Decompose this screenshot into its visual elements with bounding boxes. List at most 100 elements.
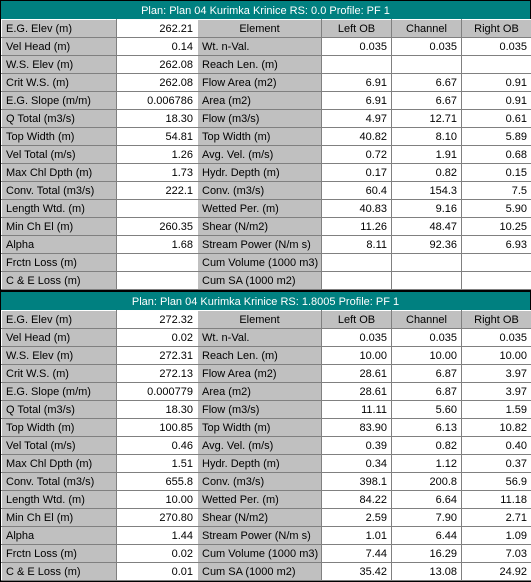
row-value[interactable]: 260.35	[117, 218, 198, 236]
row-value[interactable]	[117, 272, 198, 290]
row-value[interactable]: 0.14	[117, 38, 198, 56]
row-value[interactable]: 270.80	[117, 509, 198, 527]
cell-value[interactable]: 16.29	[392, 545, 462, 563]
cell-value[interactable]: 154.3	[392, 182, 462, 200]
cell-value[interactable]: 6.64	[392, 491, 462, 509]
row-value[interactable]: 1.51	[117, 455, 198, 473]
cell-value[interactable]: 2.71	[462, 509, 531, 527]
row-value[interactable]: 100.85	[117, 419, 198, 437]
cell-value[interactable]	[462, 254, 531, 272]
cell-value[interactable]: 40.83	[322, 200, 392, 218]
row-value[interactable]: 10.00	[117, 491, 198, 509]
cell-value[interactable]: 11.26	[322, 218, 392, 236]
row-value[interactable]: 272.31	[117, 347, 198, 365]
row-value[interactable]: 18.30	[117, 110, 198, 128]
cell-value[interactable]: 92.36	[392, 236, 462, 254]
cell-value[interactable]: 10.00	[322, 347, 392, 365]
row-value[interactable]: 1.73	[117, 164, 198, 182]
cell-value[interactable]: 6.67	[392, 92, 462, 110]
cell-value[interactable]: 5.60	[392, 401, 462, 419]
cell-value[interactable]: 200.8	[392, 473, 462, 491]
cell-value[interactable]: 0.15	[462, 164, 531, 182]
cell-value[interactable]: 0.17	[322, 164, 392, 182]
row-value[interactable]	[117, 254, 198, 272]
row-value[interactable]: 272.32	[117, 311, 198, 329]
cell-value[interactable]	[392, 254, 462, 272]
cell-value[interactable]: 0.035	[322, 38, 392, 56]
cell-value[interactable]: 6.87	[392, 365, 462, 383]
cell-value[interactable]: 0.82	[392, 164, 462, 182]
cell-value[interactable]: 60.4	[322, 182, 392, 200]
cell-value[interactable]: 0.035	[322, 329, 392, 347]
cell-value[interactable]: 7.5	[462, 182, 531, 200]
row-value[interactable]: 272.13	[117, 365, 198, 383]
cell-value[interactable]: 0.91	[462, 74, 531, 92]
row-value[interactable]: 0.006786	[117, 92, 198, 110]
cell-value[interactable]: 1.91	[392, 146, 462, 164]
cell-value[interactable]: 3.97	[462, 365, 531, 383]
row-value[interactable]: 262.08	[117, 56, 198, 74]
row-value[interactable]	[117, 200, 198, 218]
cell-value[interactable]: 0.34	[322, 455, 392, 473]
cell-value[interactable]: 5.90	[462, 200, 531, 218]
cell-value[interactable]: 0.72	[322, 146, 392, 164]
row-value[interactable]: 222.1	[117, 182, 198, 200]
cell-value[interactable]	[322, 56, 392, 74]
cell-value[interactable]: 56.9	[462, 473, 531, 491]
cell-value[interactable]: 84.22	[322, 491, 392, 509]
cell-value[interactable]: 11.11	[322, 401, 392, 419]
cell-value[interactable]: 0.035	[392, 329, 462, 347]
cell-value[interactable]: 11.18	[462, 491, 531, 509]
cell-value[interactable]: 10.25	[462, 218, 531, 236]
cell-value[interactable]: 0.035	[392, 38, 462, 56]
cell-value[interactable]: 10.82	[462, 419, 531, 437]
cell-value[interactable]: 1.09	[462, 527, 531, 545]
cell-value[interactable]: 6.13	[392, 419, 462, 437]
cell-value[interactable]	[322, 272, 392, 290]
cell-value[interactable]	[462, 56, 531, 74]
row-value[interactable]: 262.08	[117, 74, 198, 92]
cell-value[interactable]	[392, 56, 462, 74]
cell-value[interactable]: 10.00	[462, 347, 531, 365]
cell-value[interactable]: 0.035	[462, 329, 531, 347]
cell-value[interactable]: 24.92	[462, 563, 531, 581]
row-value[interactable]: 0.01	[117, 563, 198, 581]
cell-value[interactable]: 12.71	[392, 110, 462, 128]
row-value[interactable]: 0.000779	[117, 383, 198, 401]
cell-value[interactable]: 6.67	[392, 74, 462, 92]
cell-value[interactable]	[322, 254, 392, 272]
cell-value[interactable]: 0.82	[392, 437, 462, 455]
cell-value[interactable]: 13.08	[392, 563, 462, 581]
cell-value[interactable]: 28.61	[322, 365, 392, 383]
cell-value[interactable]: 9.16	[392, 200, 462, 218]
cell-value[interactable]: 8.11	[322, 236, 392, 254]
cell-value[interactable]: 6.91	[322, 74, 392, 92]
cell-value[interactable]: 0.37	[462, 455, 531, 473]
cell-value[interactable]: 4.97	[322, 110, 392, 128]
cell-value[interactable]: 35.42	[322, 563, 392, 581]
cell-value[interactable]: 0.68	[462, 146, 531, 164]
cell-value[interactable]: 1.01	[322, 527, 392, 545]
cell-value[interactable]: 398.1	[322, 473, 392, 491]
cell-value[interactable]	[462, 272, 531, 290]
cell-value[interactable]	[392, 272, 462, 290]
row-value[interactable]: 0.46	[117, 437, 198, 455]
row-value[interactable]: 1.68	[117, 236, 198, 254]
cell-value[interactable]: 0.035	[462, 38, 531, 56]
cell-value[interactable]: 1.12	[392, 455, 462, 473]
cell-value[interactable]: 5.89	[462, 128, 531, 146]
cell-value[interactable]: 0.39	[322, 437, 392, 455]
cell-value[interactable]: 40.82	[322, 128, 392, 146]
row-value[interactable]: 1.44	[117, 527, 198, 545]
row-value[interactable]: 18.30	[117, 401, 198, 419]
row-value[interactable]: 655.8	[117, 473, 198, 491]
row-value[interactable]: 262.21	[117, 20, 198, 38]
cell-value[interactable]: 6.44	[392, 527, 462, 545]
cell-value[interactable]: 0.40	[462, 437, 531, 455]
cell-value[interactable]: 0.61	[462, 110, 531, 128]
cell-value[interactable]: 7.90	[392, 509, 462, 527]
cell-value[interactable]: 1.59	[462, 401, 531, 419]
cell-value[interactable]: 2.59	[322, 509, 392, 527]
cell-value[interactable]: 28.61	[322, 383, 392, 401]
row-value[interactable]: 0.02	[117, 329, 198, 347]
